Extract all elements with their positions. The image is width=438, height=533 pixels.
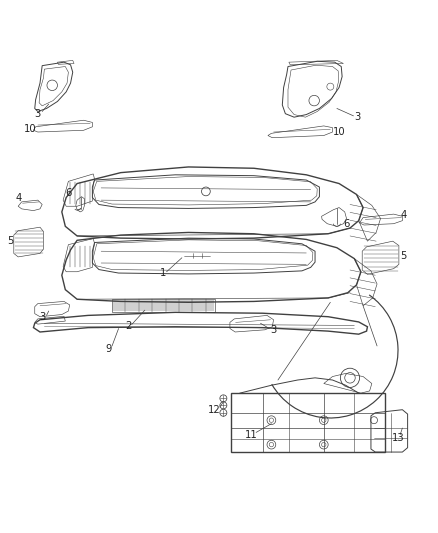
Text: 4: 4 — [16, 192, 22, 203]
Text: 5: 5 — [7, 236, 14, 246]
Text: 6: 6 — [65, 188, 71, 198]
Text: 11: 11 — [245, 430, 258, 440]
Text: 13: 13 — [392, 433, 404, 442]
Text: 10: 10 — [333, 127, 346, 137]
Text: 5: 5 — [400, 251, 406, 261]
Text: 6: 6 — [343, 219, 350, 229]
Text: 3: 3 — [355, 112, 361, 122]
Text: 3: 3 — [270, 325, 277, 335]
Text: 3: 3 — [35, 109, 41, 119]
Text: 9: 9 — [106, 344, 112, 353]
Text: 4: 4 — [400, 210, 406, 220]
Text: 12: 12 — [208, 405, 221, 415]
Text: 3: 3 — [39, 312, 45, 322]
Text: 2: 2 — [125, 321, 131, 332]
Text: 10: 10 — [24, 124, 37, 134]
Text: 1: 1 — [160, 268, 166, 278]
